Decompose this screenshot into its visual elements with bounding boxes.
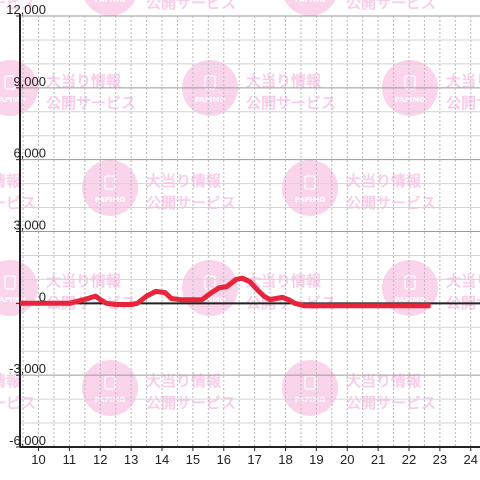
y-tick-label: 12,000	[6, 2, 46, 17]
watermark-brand: PAPIMO	[395, 296, 426, 304]
watermark-line1: 大当り情報	[0, 372, 22, 390]
watermark-brand: PAPIMO	[295, 396, 326, 404]
y-tick-label: 9,000	[13, 74, 46, 89]
x-tick-label: 18	[278, 452, 292, 467]
watermark-line1: 大当り情報	[46, 72, 122, 90]
series-layer	[20, 275, 431, 309]
x-tick-label: 21	[371, 452, 385, 467]
watermark-line1: 大当り情報	[46, 272, 122, 290]
x-tick-label: 19	[309, 452, 323, 467]
watermark-device-icon	[204, 275, 216, 290]
x-tick-label: 11	[63, 452, 77, 467]
watermark-line1: 大当り情報	[146, 372, 222, 390]
watermark-line2: 公開サービス	[146, 194, 236, 212]
watermark-line1: 大当り情報	[246, 272, 322, 290]
watermark-circle	[82, 360, 138, 416]
series-line-0	[20, 275, 431, 309]
watermark-line1: 大当り情報	[0, 172, 22, 190]
watermark-brand: PAPIMO	[295, 196, 326, 204]
watermark-device-icon	[204, 75, 216, 90]
x-tick-label: 23	[433, 452, 447, 467]
x-tick-label: 13	[124, 452, 138, 467]
watermark-circle	[282, 360, 338, 416]
x-tick-label: 24	[464, 452, 478, 467]
watermark-line2: 公開サービス	[346, 0, 436, 12]
watermark-circle	[84, 0, 136, 16]
watermark-line2: 公開サービス	[0, 394, 36, 412]
watermark-circle	[382, 260, 438, 316]
watermark-line2: 公開サービス	[146, 394, 236, 412]
watermark-brand: PAPIMO	[195, 96, 226, 104]
watermark-brand: PAPIMO	[0, 96, 25, 104]
y-tick-label: 3,000	[13, 218, 46, 233]
watermark-line1: 大当り情報	[446, 72, 480, 90]
watermark-line2: 公開サービス	[346, 394, 436, 412]
tick-labels: -6,000 -3,000 0 3,000 6,000 9,000 12,000 10 11 12…	[6, 2, 478, 467]
watermark-line1: 大当り情報	[246, 72, 322, 90]
watermark-device-icon	[404, 75, 416, 90]
watermark-device-icon	[304, 375, 316, 390]
watermark-brand: PAPIMO	[95, 196, 126, 204]
watermark-brand: PAPIMO	[295, 0, 326, 4]
x-tick-label: 15	[186, 452, 200, 467]
watermark-device-icon	[4, 275, 16, 290]
watermark-device-icon	[4, 75, 16, 90]
y-tick-label: -3,000	[9, 361, 46, 376]
watermark-line2: 公開サービス	[146, 0, 236, 12]
watermark-brand: PAPIMO	[0, 296, 25, 304]
x-tick-label: 17	[247, 452, 261, 467]
watermark-device-icon	[404, 275, 416, 290]
watermark-line1: 大当り情報	[446, 272, 480, 290]
watermark-device-icon	[104, 375, 116, 390]
x-tick-label: 10	[31, 452, 45, 467]
watermark-device-icon	[104, 175, 116, 190]
watermark-line1: 大当り情報	[146, 172, 222, 190]
x-tick-label: 12	[93, 452, 107, 467]
watermark-circle	[282, 160, 338, 216]
watermark-device-icon	[304, 175, 316, 190]
y-tick-label: 0	[39, 289, 46, 304]
watermark-line1: 大当り情報	[346, 172, 422, 190]
watermark-brand: PAPIMO	[95, 396, 126, 404]
watermark-circle	[284, 0, 336, 16]
watermark-line2: 公開サービス	[46, 94, 136, 112]
watermark-line1: 大当り情報	[346, 372, 422, 390]
x-tick-label: 22	[402, 452, 416, 467]
watermark-line2: 公開サービス	[446, 94, 480, 112]
y-tick-label: -6,000	[9, 433, 46, 448]
y-tick-label: 6,000	[13, 146, 46, 161]
watermark-line2: 公開サービス	[0, 194, 36, 212]
watermark-circle	[182, 260, 238, 316]
x-tick-label: 14	[155, 452, 169, 467]
watermark-brand: PAPIMO	[95, 0, 126, 4]
watermark-line2: 公開サービス	[246, 94, 336, 112]
watermark-circle	[82, 160, 138, 216]
x-tick-label: 16	[217, 452, 231, 467]
watermark-brand: PAPIMO	[195, 296, 226, 304]
watermark-line2: 公開サービス	[346, 194, 436, 212]
watermark-brand: PAPIMO	[395, 96, 426, 104]
x-tick-label: 20	[340, 452, 354, 467]
watermark-line2: 公開サービス	[0, 0, 36, 12]
